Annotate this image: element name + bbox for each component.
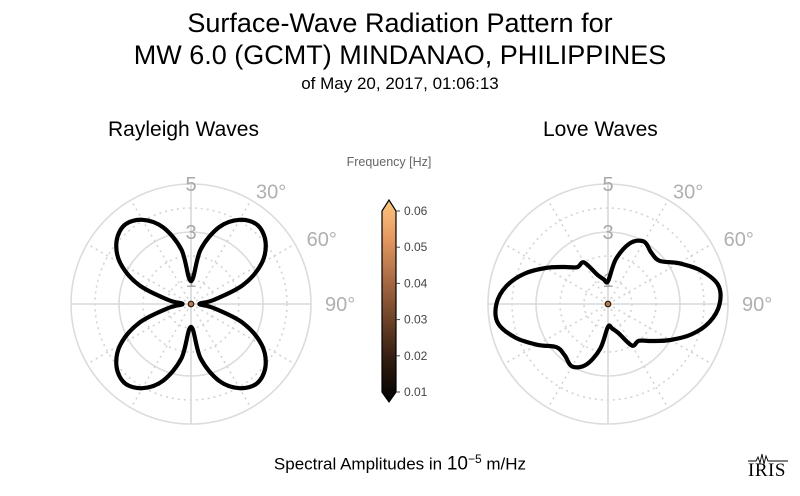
colorbar-body (381, 198, 397, 404)
azimuth-tick-label: 30° (673, 181, 703, 203)
love-panel-title: Love Waves (543, 118, 658, 141)
frequency-colorbar: Frequency [Hz] 0.06 0.05 0.04 0.03 0.02 0.01 (347, 155, 432, 404)
colorbar-tick-label: 0.03 (404, 313, 428, 327)
azimuth-spoke (607, 303, 713, 365)
radial-tick-label: 3 (185, 222, 196, 244)
azimuth-spoke (130, 303, 192, 409)
radial-tick-label: 3 (602, 222, 613, 244)
event-name: MW 6.0 (GCMT) MINDANAO, PHILIPPINES (133, 40, 667, 70)
caption-exponent: −5 (467, 452, 482, 466)
azimuth-spoke (607, 303, 669, 409)
love-polar-chart: 135 30°60°90° (487, 174, 772, 425)
colorbar-tick-label: 0.06 (404, 204, 428, 218)
epicenter-marker (604, 300, 612, 308)
azimuth-spoke (547, 199, 609, 305)
azimuth-spoke (607, 243, 713, 305)
radiation-pattern-line (114, 217, 268, 391)
radial-tick-label: 5 (602, 174, 613, 196)
azimuth-spoke (607, 199, 669, 305)
radiation-pattern-line (493, 238, 723, 370)
azimuth-spoke (503, 303, 609, 365)
epicenter-marker (187, 300, 195, 308)
logo-text: IRIS (748, 460, 786, 481)
chart-title: Surface-Wave Radiation Pattern for (187, 8, 613, 38)
event-date: of May 20, 2017, 01:06:13 (301, 74, 499, 93)
azimuth-tick-label: 30° (256, 181, 286, 203)
amplitude-units-caption: Spectral Amplitudes in 10−5 m/Hz (0, 452, 800, 476)
colorbar-tick-label: 0.04 (404, 276, 428, 290)
rayleigh-panel-title: Rayleigh Waves (108, 118, 259, 141)
azimuth-tick-label: 90° (325, 294, 355, 316)
caption-power: 10 (446, 453, 468, 475)
azimuth-tick-label: 90° (742, 294, 772, 316)
radial-tick-label: 5 (185, 174, 196, 196)
azimuth-spoke (130, 199, 192, 305)
azimuth-spoke (86, 243, 192, 305)
iris-logo: IRIS (748, 453, 788, 482)
azimuth-spoke (86, 303, 192, 365)
colorbar-tick-label: 0.05 (404, 240, 428, 254)
colorbar-tick-label: 0.01 (404, 385, 428, 399)
caption-unit: m/Hz (481, 454, 527, 474)
rayleigh-polar-chart: 135 30°60°90° (70, 174, 355, 425)
azimuth-spoke (547, 303, 609, 409)
azimuth-spoke (190, 303, 252, 409)
colorbar-tick-label: 0.02 (404, 349, 428, 363)
azimuth-spoke (190, 303, 296, 365)
azimuth-spoke (503, 243, 609, 305)
seismogram-icon (748, 453, 788, 465)
azimuth-spoke (190, 199, 252, 305)
azimuth-spoke (190, 243, 296, 305)
azimuth-tick-label: 60° (724, 229, 754, 251)
azimuth-tick-label: 60° (307, 229, 337, 251)
caption-text: Spectral Amplitudes in (273, 454, 447, 474)
colorbar-label: Frequency [Hz] (347, 155, 432, 169)
